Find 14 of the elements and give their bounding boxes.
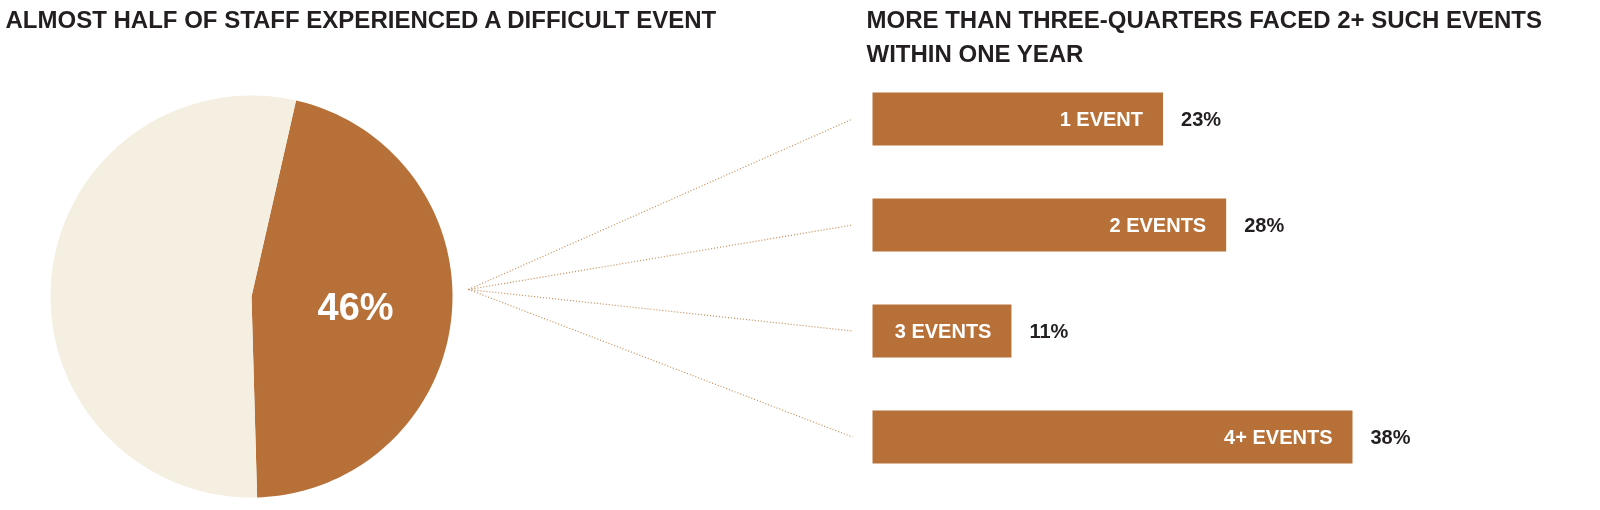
data-label: 23% <box>1181 108 1222 130</box>
bar <box>872 410 1353 464</box>
y-tick-label: 1 EVENT <box>1059 108 1144 130</box>
y-tick-label: 2 EVENTS <box>1109 214 1207 236</box>
chart-title: ALMOST HALF OF STAFF EXPERIENCED A DIFFICULT EVENT <box>5 5 717 33</box>
y-tick-label: 4+ EVENTS <box>1224 426 1333 448</box>
chart-title: MORE THAN THREE-QUARTERS FACED 2+ SUCH EVENTS WITHIN ONE YEAR <box>866 5 1542 67</box>
data-label: 46% <box>317 285 394 328</box>
bar <box>872 92 1164 146</box>
y-tick-label: 3 EVENTS <box>894 320 992 342</box>
data-label: 11% <box>1029 320 1069 342</box>
data-label: 38% <box>1370 426 1411 448</box>
data-label: 28% <box>1244 214 1285 236</box>
bar <box>872 198 1227 252</box>
